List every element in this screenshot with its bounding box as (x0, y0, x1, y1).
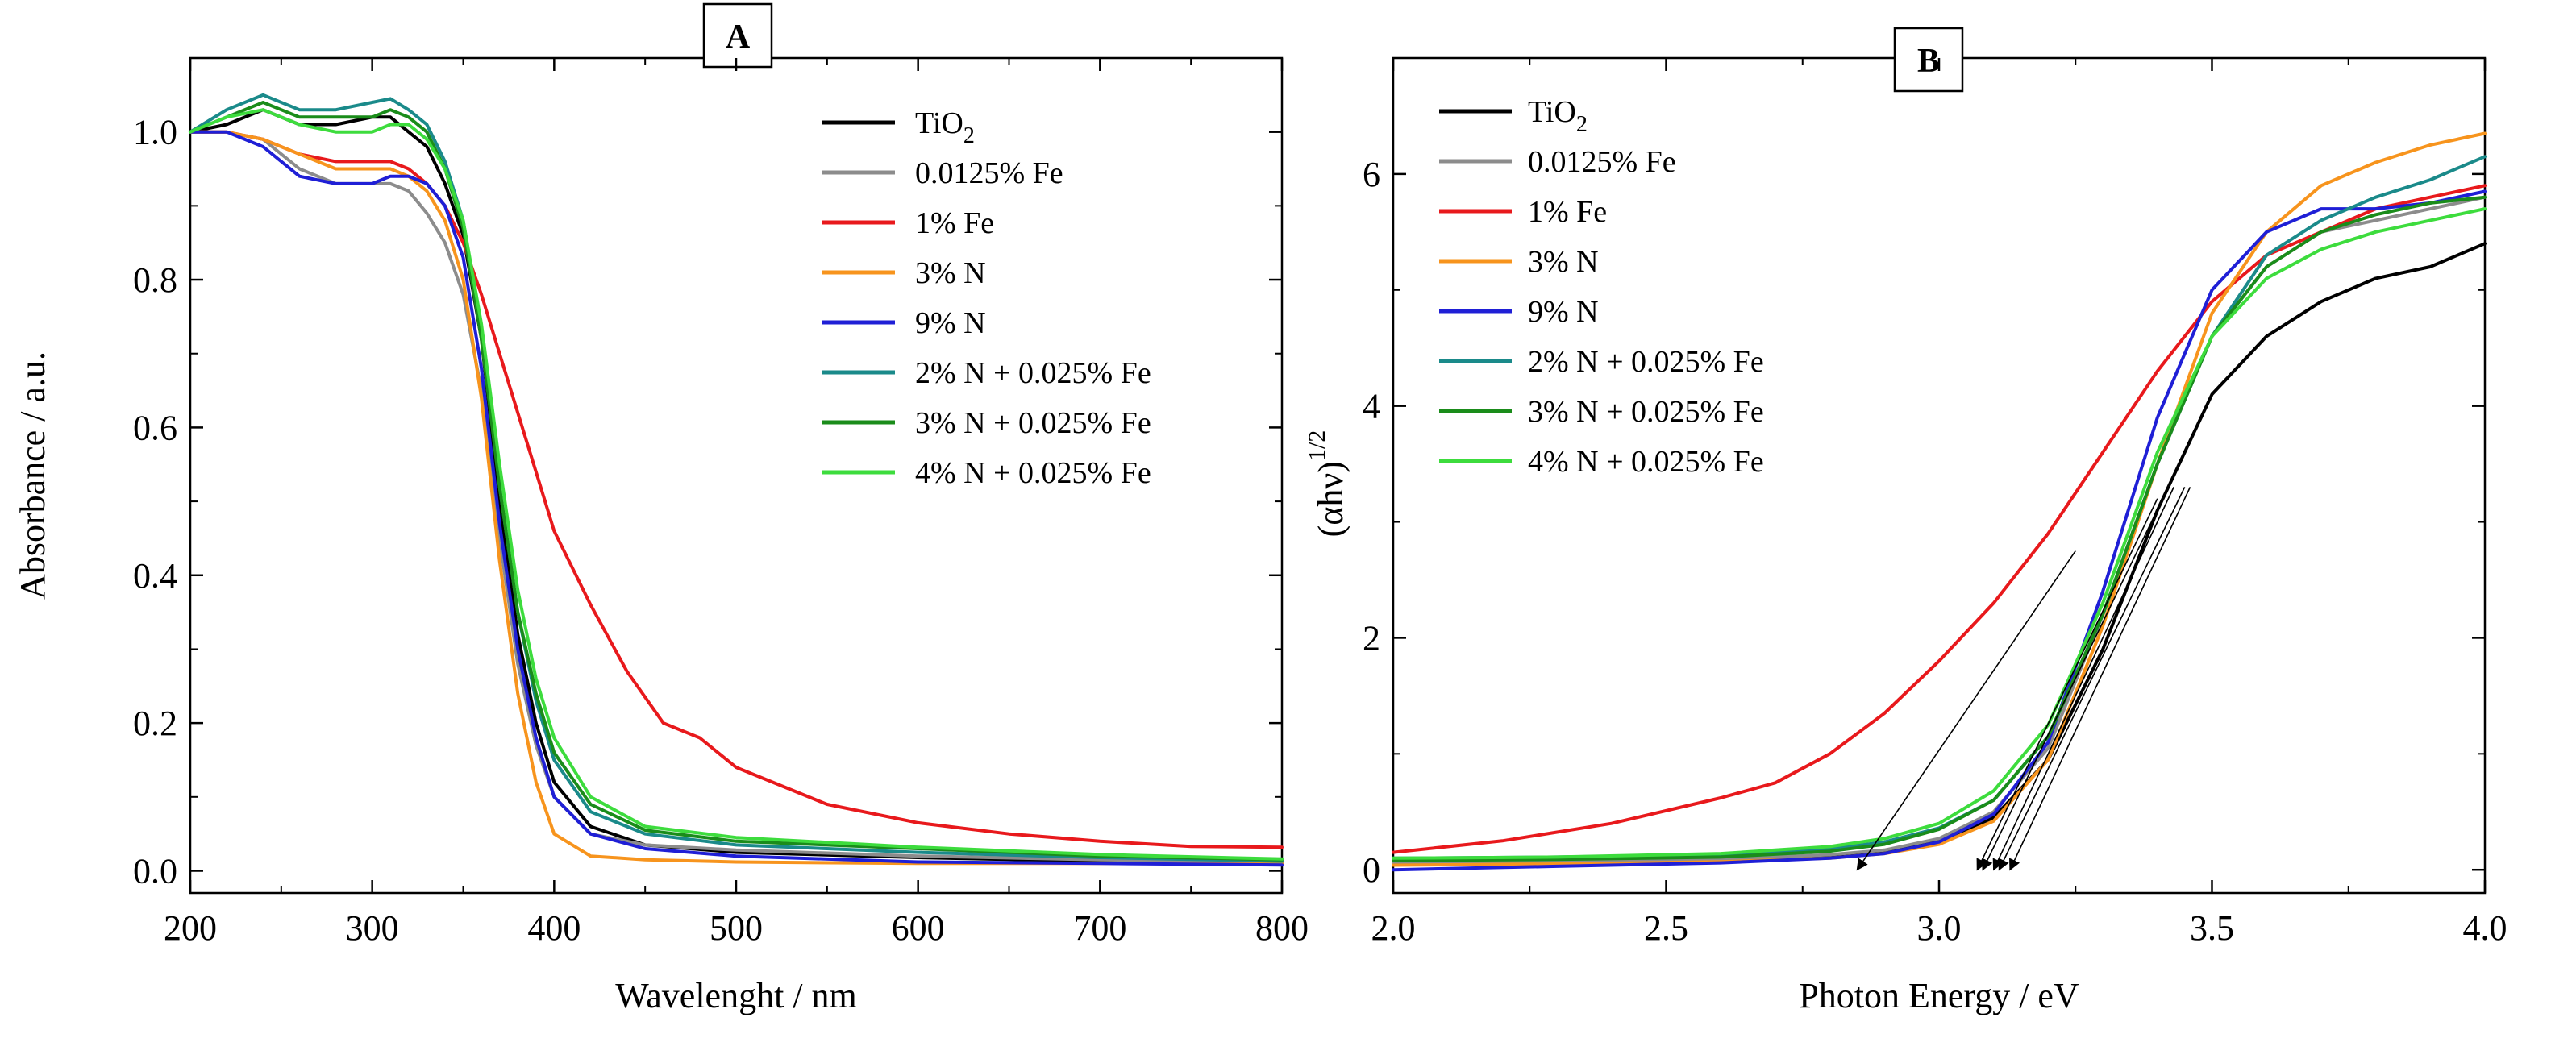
panel-a: A 200 300 400 500 600 700 800 0.0 0.2 0.4 0.6 0.8 1.0… (13, 2, 1309, 1015)
legend-label-main: 0.0125% Fe (915, 156, 1063, 190)
x-tick-label: 3.0 (1917, 908, 1962, 948)
legend-label-main: TiO (915, 106, 963, 140)
tangent-arrow-4 (1998, 487, 2186, 871)
x-axis-label: Wavelenght / nm (615, 976, 857, 1015)
legend-label-main: TiO (1528, 95, 1576, 129)
y-tick-label: 0.0 (133, 851, 177, 891)
tangent-arrow-1 (1976, 498, 2158, 871)
legend-label-5: 2% N + 0.025% Fe (1528, 345, 1764, 379)
legend-label-subscript: 2 (963, 123, 975, 148)
legend-label-main: 9% N (915, 306, 986, 340)
y-tick-label: 0.8 (133, 260, 177, 300)
y-tick-label: 0 (1363, 850, 1380, 890)
panel-label: A (726, 19, 751, 56)
legend-label-main: 3% N (915, 256, 986, 290)
y-tick-label: 0.4 (133, 556, 177, 596)
series-line-4 (189, 130, 1284, 867)
legend-label-7: 4% N + 0.025% Fe (1528, 445, 1764, 479)
legend-label-3: 3% N (915, 256, 986, 290)
legend-label-1: 0.0125% Fe (1528, 145, 1676, 179)
legend-label-main: 3% N + 0.025% Fe (1528, 395, 1764, 429)
legend-label-0: TiO2 (1528, 95, 1588, 137)
series-line-2 (189, 130, 1284, 849)
legend-label-5: 2% N + 0.025% Fe (915, 356, 1151, 390)
x-tick-label: 400 (527, 908, 581, 948)
series-line-4 (1392, 189, 2487, 872)
series-line-6 (189, 101, 1284, 862)
x-tick-label: 700 (1073, 908, 1126, 948)
y-tick-label: 6 (1363, 155, 1380, 194)
legend-label-main: 4% N + 0.025% Fe (915, 456, 1151, 490)
y-axis-label-superscript: 1/2 (1304, 430, 1330, 461)
legend-label-2: 1% Fe (1528, 195, 1607, 229)
series-line-2 (1392, 184, 2487, 854)
y-tick-label: 1.0 (133, 113, 177, 152)
x-tick-label: 4.0 (2463, 908, 2507, 948)
y-tick-label: 4 (1363, 387, 1380, 426)
legend-label-6: 3% N + 0.025% Fe (1528, 395, 1764, 429)
tangent-arrow-5 (2009, 487, 2191, 871)
legend-label-main: 3% N (1528, 245, 1599, 279)
legend-label-main: 3% N + 0.025% Fe (915, 406, 1151, 440)
legend-label-1: 0.0125% Fe (915, 156, 1063, 190)
legend-label-3: 3% N (1528, 245, 1599, 279)
series-line-7 (1392, 207, 2487, 860)
y-tick-label: 0.6 (133, 408, 177, 447)
legend-label-main: 1% Fe (915, 206, 994, 240)
y-axis-label-main: (αhν) (1311, 461, 1350, 537)
series-line-0 (1392, 242, 2487, 866)
x-axis-label: Photon Energy / eV (1799, 976, 2079, 1015)
panel-label-box (702, 2, 773, 69)
legend-label-main: 9% N (1528, 295, 1599, 329)
y-axis-label: Absorbance / a.u. (13, 351, 52, 600)
x-tick-label: 2.5 (1644, 908, 1688, 948)
series-line-3 (189, 130, 1284, 866)
x-tick-label: 200 (164, 908, 217, 948)
series-line-7 (189, 108, 1284, 861)
legend-label-main: 4% N + 0.025% Fe (1528, 445, 1764, 479)
tangent-arrow-3 (1992, 487, 2174, 871)
tangent-arrow-2 (1982, 487, 2170, 871)
x-tick-label: 3.5 (2190, 908, 2234, 948)
series-line-1 (1392, 195, 2487, 865)
legend-label-2: 1% Fe (915, 206, 994, 240)
panel-label: B (1917, 43, 1940, 80)
legend-label-7: 4% N + 0.025% Fe (915, 456, 1151, 490)
panel-label-box (1893, 27, 1964, 93)
x-tick-label: 2.0 (1371, 908, 1416, 948)
y-axis-label: (αhν)1/2 (1304, 430, 1350, 538)
legend-label-4: 9% N (915, 306, 986, 340)
legend-label-4: 9% N (1528, 295, 1599, 329)
series-line-1 (189, 130, 1284, 864)
x-tick-label: 500 (710, 908, 763, 948)
panel-b: B 2.0 2.5 3.0 3.5 4.0 0 2 4 6 Photon Energy / eV (α… (1304, 27, 2507, 1015)
legend-label-main: 0.0125% Fe (1528, 145, 1676, 179)
legend-label-main: 2% N + 0.025% Fe (1528, 345, 1764, 379)
y-tick-label: 0.2 (133, 704, 177, 743)
legend-label-6: 3% N + 0.025% Fe (915, 406, 1151, 440)
tangent-arrow-0 (1856, 550, 2076, 871)
legend-label-subscript: 2 (1576, 112, 1588, 137)
legend-label-0: TiO2 (915, 106, 975, 148)
series-line-3 (1392, 131, 2487, 867)
y-tick-label: 2 (1363, 618, 1380, 658)
legend-label-main: 2% N + 0.025% Fe (915, 356, 1151, 390)
legend-label-main: 1% Fe (1528, 195, 1607, 229)
x-tick-label: 800 (1255, 908, 1309, 948)
series-line-6 (1392, 195, 2487, 862)
x-tick-label: 600 (892, 908, 945, 948)
x-tick-label: 300 (346, 908, 399, 948)
